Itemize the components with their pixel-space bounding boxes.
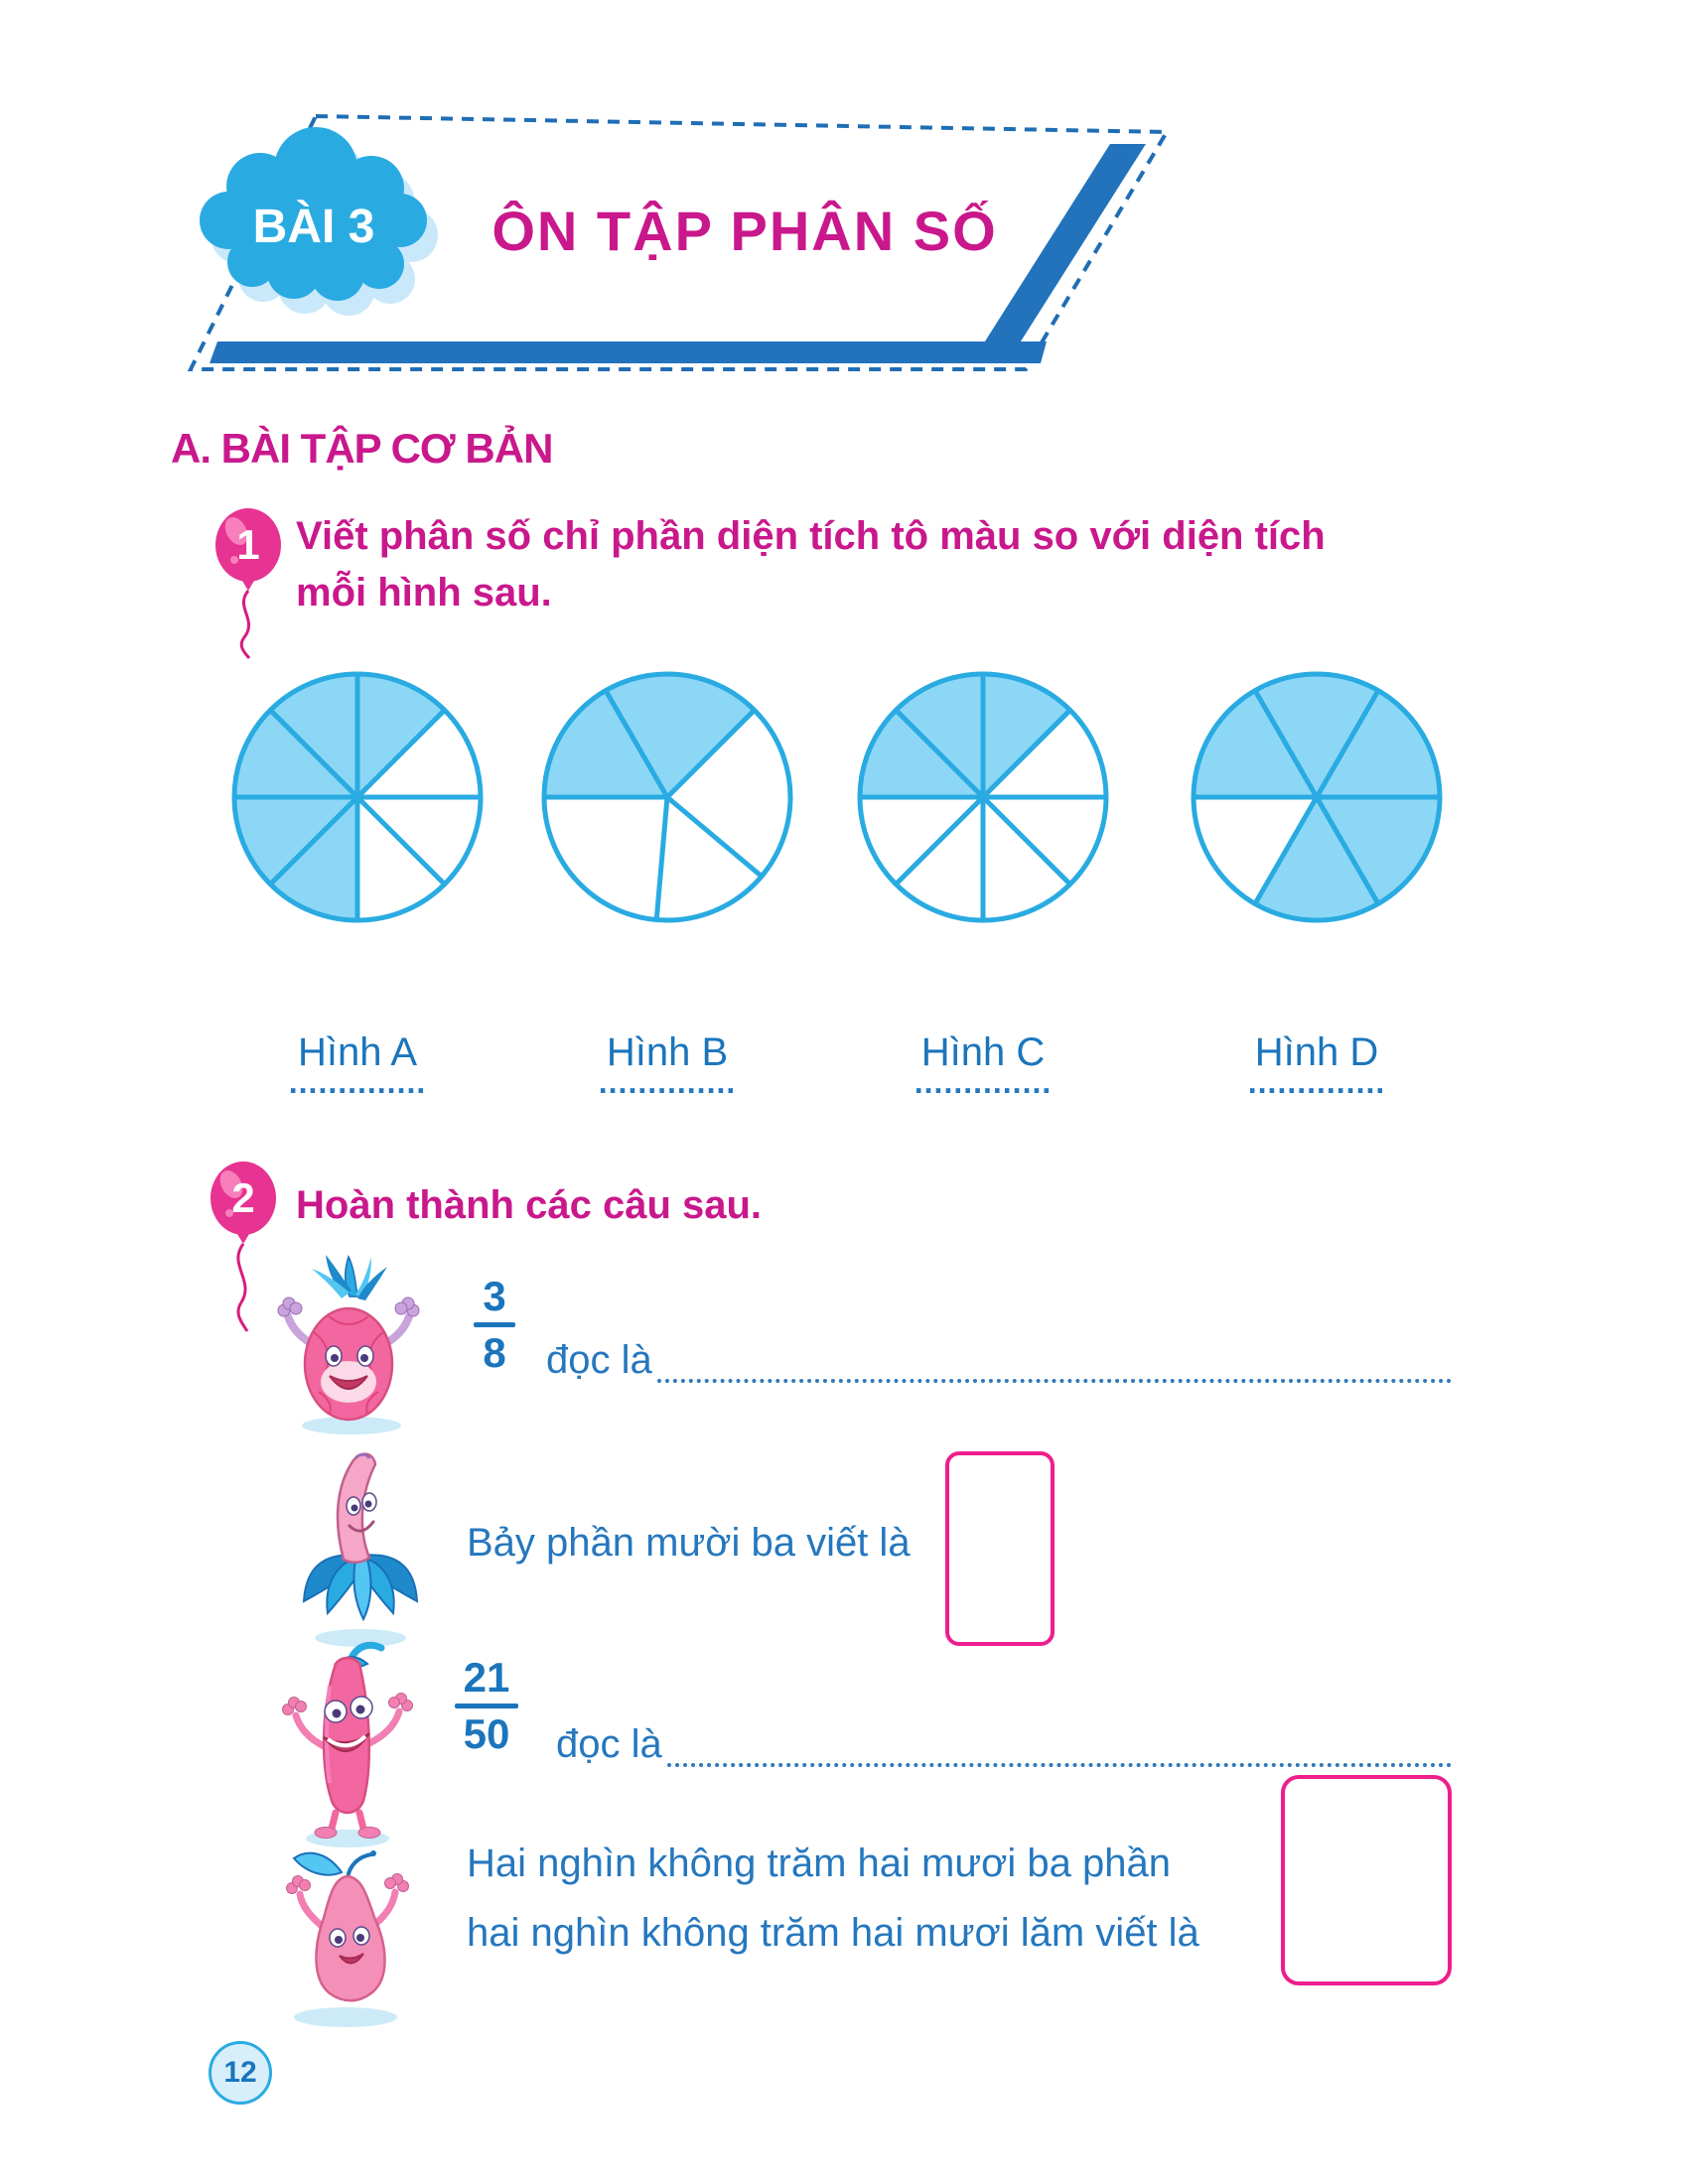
fraction-21-50: 21 50 [449, 1656, 524, 1756]
banner-slant-stripe [971, 144, 1146, 363]
lesson-banner: BÀI 3 [187, 113, 1171, 371]
pie-chart-hinh-b [535, 665, 799, 929]
page-title: ÔN TẬP PHÂN SỐ [492, 200, 998, 262]
item-4-label-line2: hai nghìn không trăm hai mươi lăm viết l… [467, 1911, 1199, 1955]
figure-answer-b[interactable]: .............. [598, 1064, 737, 1100]
banana-character [302, 1452, 419, 1647]
page-number: 12 [223, 2056, 257, 2089]
figure-answer-c[interactable]: .............. [914, 1064, 1053, 1100]
banner-bottom-bar [210, 341, 1047, 363]
figure-label-c: Hình C [920, 1030, 1046, 1074]
figure-answer-a[interactable]: .............. [288, 1064, 427, 1100]
figure-label-a: Hình A [297, 1030, 418, 1074]
exercise-2-balloon: 2 [211, 1161, 276, 1332]
guava-character [286, 1850, 409, 2027]
exercise-1-prompt-line1: Viết phân số chỉ phần diện tích tô màu s… [296, 514, 1326, 558]
pie-chart-hinh-a [225, 665, 490, 929]
figure-label-b: Hình B [606, 1030, 729, 1074]
page-number-badge: 12 [209, 2041, 272, 2105]
item-1-label: đọc là [546, 1338, 652, 1382]
pie-chart-hinh-c [851, 665, 1115, 929]
chili-character [282, 1641, 413, 1847]
exercise-2-number: 2 [231, 1174, 254, 1221]
fraction-denominator: 8 [483, 1329, 506, 1376]
item-2-label: Bảy phần mười ba viết là [467, 1521, 911, 1565]
section-a-heading: A. BÀI TẬP CƠ BẢN [171, 425, 553, 472]
fraction-3-8: 3 8 [467, 1275, 522, 1375]
figure-label-d: Hình D [1254, 1030, 1379, 1074]
fraction-denominator: 50 [463, 1710, 510, 1757]
exercise-1-prompt: Viết phân số chỉ phần diện tích tô màu s… [296, 508, 1326, 621]
figure-answer-d[interactable]: .............. [1247, 1064, 1386, 1100]
fraction-bar [474, 1322, 515, 1327]
item-4-label-line1: Hai nghìn không trăm hai mươi ba phần [467, 1842, 1171, 1885]
exercise-1-number: 1 [236, 521, 259, 568]
exercise-2-prompt: Hoàn thành các câu sau. [296, 1183, 763, 1227]
item-4-answer-box[interactable] [1281, 1775, 1452, 1985]
lesson-cloud [200, 127, 427, 301]
banner-dashed-border [187, 113, 1171, 371]
fraction-numerator: 21 [463, 1654, 510, 1701]
item-3-label: đọc là [556, 1722, 662, 1766]
pie-chart-hinh-d [1185, 665, 1449, 929]
item-2-answer-box[interactable] [945, 1451, 1055, 1646]
item-1-answer-line[interactable] [657, 1345, 1452, 1383]
fraction-bar [455, 1704, 518, 1708]
item-4-label: Hai nghìn không trăm hai mươi ba phần ha… [467, 1829, 1199, 1968]
fraction-numerator: 3 [483, 1273, 506, 1319]
item-3-answer-line[interactable] [667, 1729, 1452, 1767]
lesson-badge-label: BÀI 3 [253, 200, 375, 253]
exercise-1-balloon: 1 [215, 508, 281, 659]
exercise-1-prompt-line2: mỗi hình sau. [296, 571, 552, 614]
dragon-fruit-character [277, 1254, 420, 1434]
